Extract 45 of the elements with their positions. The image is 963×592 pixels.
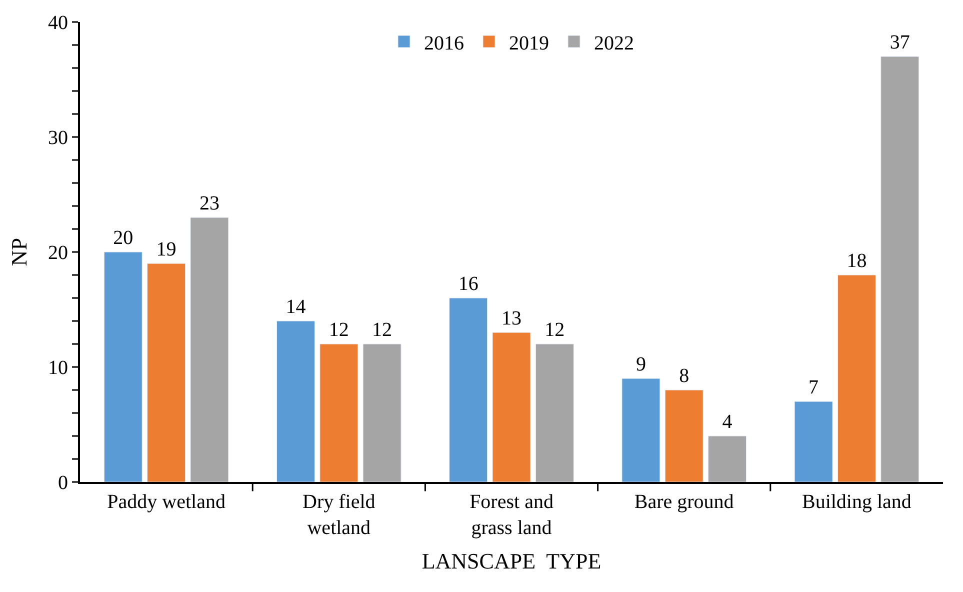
data-label: 16	[458, 273, 478, 295]
legend-label: 2019	[509, 32, 549, 54]
data-label: 7	[808, 376, 819, 398]
bar	[535, 344, 574, 482]
bar	[708, 436, 746, 482]
x-axis-title: LANSCAPE TYPE	[422, 548, 602, 574]
x-tick-label: Dry field wetland	[302, 491, 376, 539]
bar	[794, 401, 833, 482]
y-tick-label: 20	[48, 242, 68, 264]
data-label: 8	[679, 365, 690, 387]
bar	[664, 390, 704, 482]
bar	[492, 332, 531, 482]
bar	[449, 298, 488, 482]
bar	[362, 344, 402, 482]
y-axis-title: NP	[6, 238, 32, 266]
data-label: 4	[722, 411, 732, 433]
data-label: 12	[544, 319, 565, 341]
bar	[880, 56, 920, 482]
data-label: 13	[502, 308, 522, 330]
data-label: 19	[156, 238, 176, 260]
legend-label: 2016	[424, 32, 464, 54]
y-tick-label: 10	[48, 357, 68, 379]
y-tick-label: 0	[58, 472, 68, 494]
x-tick-label: Forest and grass land	[470, 491, 554, 539]
data-label: 18	[846, 250, 867, 272]
bar	[837, 274, 876, 482]
legend-label: 2022	[594, 32, 634, 54]
y-tick-label: 30	[48, 127, 68, 149]
bar	[622, 378, 660, 482]
bar	[276, 320, 315, 482]
bar	[320, 344, 358, 482]
y-tick-label: 40	[48, 12, 68, 34]
data-label: 12	[328, 319, 349, 341]
data-label: 9	[636, 354, 646, 376]
data-label: 23	[199, 192, 220, 214]
data-label: 20	[113, 227, 134, 249]
bar	[147, 263, 186, 482]
bar	[190, 217, 229, 482]
data-label: 37	[890, 32, 910, 54]
data-label: 14	[286, 296, 306, 318]
data-label: 12	[372, 319, 392, 341]
x-tick-label: Building land	[802, 491, 912, 513]
x-tick-label: Bare ground	[634, 491, 734, 513]
x-tick-label: Paddy wetland	[107, 491, 226, 513]
bar	[104, 252, 142, 482]
